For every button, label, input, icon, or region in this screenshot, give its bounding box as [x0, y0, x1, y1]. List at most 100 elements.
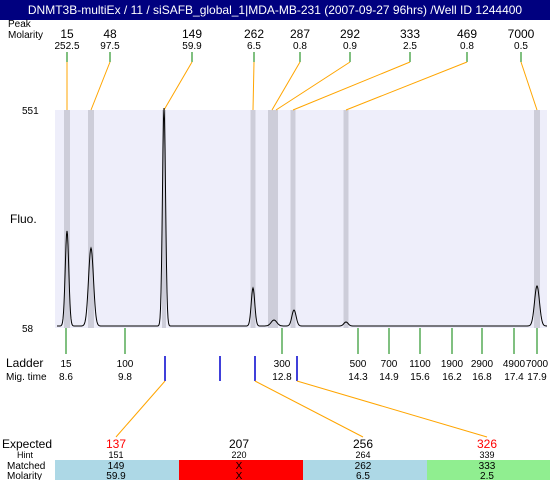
ladder-time-label: 16.8: [472, 372, 492, 383]
top-peak-molarity: 0.9: [343, 41, 357, 52]
expected-row-label: Expected: [2, 437, 52, 451]
top-peak-molarity: 97.5: [100, 41, 120, 52]
matched-value: X: [236, 461, 243, 472]
top-peak-size: 333: [400, 27, 420, 41]
top-row-labels: Peak Molarity: [8, 19, 43, 41]
top-peak-size: 262: [244, 27, 264, 41]
top-peak-molarity: 0.5: [514, 41, 528, 52]
matched-value: 149: [108, 461, 125, 472]
expected-table: Expected Hint Matched Molarity 137151149…: [2, 437, 550, 480]
matched-row-label: Matched: [7, 461, 45, 472]
top-peak-connector: [520, 61, 538, 111]
ladder-time-label: 17.9: [527, 372, 547, 383]
top-peak-size: 469: [457, 27, 477, 41]
ladder-label: Ladder: [6, 356, 43, 370]
y-axis-label: Fluo.: [10, 212, 37, 226]
top-peak-size: 287: [290, 27, 310, 41]
peak-connectors: [66, 52, 538, 111]
expected-connectors: [115, 380, 488, 438]
ladder-time-label: 15.6: [410, 372, 430, 383]
ladder-size-label: 300: [274, 359, 291, 370]
ladder-size-label: 4900: [503, 359, 526, 370]
peak-row-label: Peak: [8, 19, 31, 30]
ladder-size-label: 7000: [526, 359, 549, 370]
hint-value: 264: [355, 450, 370, 460]
peak-bands: [64, 110, 540, 328]
window-title: DNMT3B-multiEx / 11 / siSAFB_global_1|MD…: [0, 0, 550, 20]
top-peak-molarity: 252.5: [54, 41, 79, 52]
peak-band: [268, 110, 276, 328]
peak-band: [343, 110, 349, 328]
plot-area: [55, 110, 547, 328]
top-peak-connector: [275, 61, 351, 111]
top-peak-connector: [271, 61, 301, 111]
expected-markers: [164, 356, 298, 381]
ladder-time-label: 12.8: [272, 372, 292, 383]
hint-row-label: Hint: [17, 450, 34, 460]
expected-connector: [254, 380, 364, 438]
fluorescence-trace: [57, 107, 547, 327]
matched-value: 262: [355, 461, 372, 472]
expected-value: 256: [353, 437, 373, 451]
expected-value: 137: [106, 437, 126, 451]
ladder-time-label: 14.9: [379, 372, 399, 383]
peak-band: [64, 110, 70, 328]
top-peak-connector: [292, 61, 411, 111]
top-peak-molarity: 6.5: [247, 41, 261, 52]
hint-value: 220: [231, 450, 246, 460]
top-peak-connector: [90, 61, 111, 111]
ladder-size-label: 1100: [409, 359, 431, 370]
ladder-size-label: 100: [117, 359, 134, 370]
matched-value: 333: [479, 461, 496, 472]
ladder-time-label: 9.8: [118, 372, 132, 383]
ladder-time-label: 17.4: [504, 372, 524, 383]
top-peak-molarity: 0.8: [293, 41, 307, 52]
peak-band: [290, 110, 296, 328]
matched-molarity: 6.5: [356, 471, 370, 480]
hint-value: 151: [108, 450, 123, 460]
matched-cell: [303, 460, 427, 480]
top-peak-labels: 15252.54897.514959.92626.52870.82920.933…: [54, 27, 534, 52]
top-peak-molarity: 2.5: [403, 41, 417, 52]
expected-value: 326: [477, 437, 497, 451]
matched-molarity: X: [236, 471, 243, 480]
peak-band: [274, 110, 278, 328]
expected-value: 207: [229, 437, 249, 451]
top-peak-molarity: 0.8: [460, 41, 474, 52]
ladder-size-label: 700: [381, 359, 398, 370]
peak-band: [534, 110, 540, 328]
ladder-time-label: 8.6: [59, 372, 73, 383]
expected-connector: [296, 380, 488, 438]
top-peak-molarity: 59.9: [182, 41, 202, 52]
molarity-row-label-bottom: Molarity: [7, 471, 42, 480]
top-peak-connector: [163, 61, 193, 111]
ladder-size-label: 1900: [441, 359, 464, 370]
ladder-size-label: 500: [350, 359, 367, 370]
top-peak-size: 149: [182, 27, 202, 41]
matched-molarity: 2.5: [480, 471, 494, 480]
peak-band: [88, 110, 94, 328]
ladder-time-label: 14.3: [348, 372, 368, 383]
top-peak-size: 7000: [508, 27, 535, 41]
top-peak-size: 292: [340, 27, 360, 41]
ladder-size-label: 2900: [471, 359, 494, 370]
top-peak-connector: [345, 61, 468, 111]
matched-cell: [427, 460, 550, 480]
y-tick-min: 58: [22, 324, 34, 335]
top-peak-size: 15: [60, 27, 74, 41]
expected-connector: [115, 380, 166, 438]
ladder-ticks: 15 8.6 100 9.8 300 12.8 500 14.3 700 14.9 1100 15.6…: [59, 328, 549, 383]
top-peak-connector: [252, 61, 255, 111]
peak-band: [250, 110, 256, 328]
molarity-row-label: Molarity: [8, 30, 44, 41]
ladder-time-label: 16.2: [442, 372, 462, 383]
matched-molarity: 59.9: [106, 471, 126, 480]
y-tick-max: 551: [22, 106, 39, 117]
peak-band: [162, 110, 166, 328]
matched-cell: [179, 460, 303, 480]
hint-value: 339: [479, 450, 494, 460]
matched-cell: [55, 460, 179, 480]
top-peak-size: 48: [103, 27, 117, 41]
ladder-size-label: 15: [60, 359, 72, 370]
